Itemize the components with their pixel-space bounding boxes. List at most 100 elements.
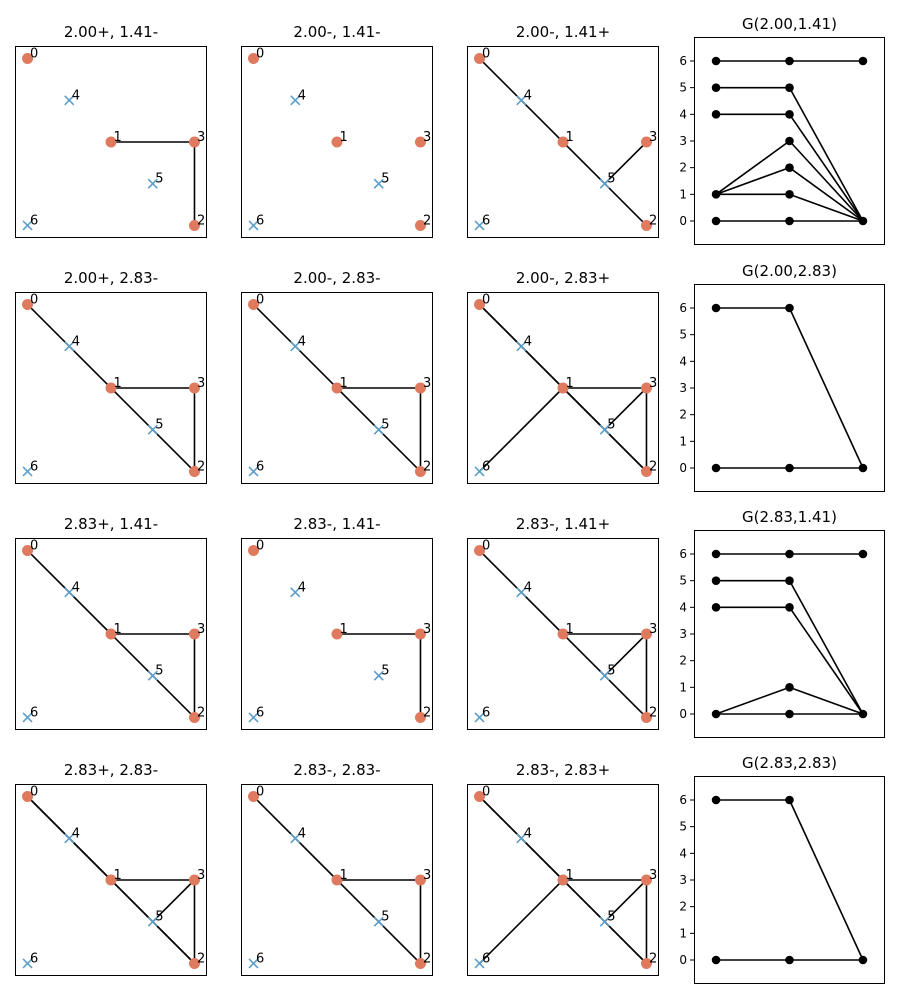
blue-cross-point (22, 712, 33, 723)
map-point (785, 683, 794, 692)
map-point (711, 955, 721, 965)
cross-stroke (290, 833, 301, 844)
point-label: 5 (607, 172, 615, 187)
graph-edge (152, 879, 196, 923)
cross-stroke (22, 466, 33, 477)
y-tick-label: 6 (679, 793, 687, 807)
y-tick-label: 0 (679, 461, 687, 475)
graph-panel: 2.83-, 2.83- 0 1 2 3 4 5 6 (241, 761, 433, 976)
point-label: 6 (30, 213, 38, 228)
y-tick-label: 5 (679, 574, 687, 588)
y-tick-label: 1 (679, 434, 687, 448)
red-point (188, 219, 200, 231)
cross-stroke (474, 220, 485, 231)
graph-panel: 2.00+, 1.41- 0 1 2 3 4 5 6 (15, 23, 207, 238)
blue-cross-point (290, 833, 301, 844)
cross-stroke (64, 587, 75, 598)
point-label: 6 (30, 705, 38, 720)
point-label: 5 (155, 172, 163, 187)
point-label: 1 (340, 868, 348, 883)
cross-stroke (147, 916, 158, 927)
blue-cross-point (599, 670, 610, 681)
map-point (785, 549, 794, 559)
point-label: 1 (114, 130, 122, 145)
panel-title: 2.00-, 2.83- (293, 269, 380, 287)
point-label: 3 (423, 868, 431, 883)
blue-cross-point (147, 424, 158, 435)
map-segment (789, 193, 864, 222)
cross-stroke (373, 424, 384, 435)
graph-edge (478, 303, 522, 347)
panel-frame (15, 538, 207, 730)
map-title: G(2.00,2.83) (742, 262, 837, 280)
panel-frame (241, 292, 433, 484)
map-point (785, 795, 794, 805)
red-point (557, 628, 569, 640)
panel-title: 2.83+, 1.41- (64, 515, 158, 533)
red-point (105, 136, 117, 148)
point-label: 6 (482, 459, 490, 474)
y-tick-label: 3 (679, 873, 687, 887)
point-label: 3 (649, 868, 657, 883)
blue-cross-point (64, 341, 75, 352)
graph-edge (604, 633, 648, 677)
point-label: 3 (197, 622, 205, 637)
cross-stroke (599, 178, 610, 189)
red-point (414, 874, 426, 886)
red-point (188, 957, 200, 969)
cross-stroke (147, 424, 158, 435)
blue-cross-point (474, 220, 485, 231)
panel-frame (241, 46, 433, 238)
map-panel: G(2.83,1.41) 0 1 2 3 4 5 6 (679, 508, 885, 738)
map-point (711, 303, 721, 313)
point-label: 3 (649, 376, 657, 391)
red-point (248, 53, 260, 65)
red-point (640, 957, 652, 969)
graph-edge (478, 57, 522, 101)
graph-panel: 2.00-, 1.41+ 0 1 2 3 4 5 6 (467, 23, 659, 238)
panel-title: 2.00+, 1.41- (64, 23, 158, 41)
point-label: 2 (197, 705, 205, 720)
blue-cross-point (22, 220, 33, 231)
map-panel: G(2.83,2.83) 0 1 2 3 4 5 6 (679, 754, 885, 984)
graph-panel: 2.83-, 1.41- 0 1 2 3 4 5 6 (241, 515, 433, 730)
point-label: 6 (30, 459, 38, 474)
y-tick-label: 1 (679, 680, 687, 694)
point-label: 6 (256, 459, 264, 474)
map-point (785, 955, 794, 965)
point-label: 6 (482, 213, 490, 228)
point-label: 2 (197, 951, 205, 966)
point-label: 2 (423, 459, 431, 474)
graph-panel: 2.83+, 2.83- 0 1 2 3 4 5 6 (15, 761, 207, 976)
point-label: 4 (524, 88, 532, 103)
cross-stroke (516, 95, 527, 106)
point-label: 1 (566, 130, 574, 145)
point-label: 1 (340, 622, 348, 637)
red-point (414, 382, 426, 394)
point-label: 5 (381, 664, 389, 679)
red-point (248, 545, 260, 557)
point-label: 3 (423, 622, 431, 637)
y-tick-label: 0 (679, 214, 687, 228)
blue-cross-point (516, 587, 527, 598)
point-label: 1 (566, 868, 574, 883)
point-label: 2 (649, 459, 657, 474)
red-point (188, 136, 200, 148)
red-point (331, 382, 343, 394)
map-point (858, 955, 868, 965)
map-point (785, 603, 794, 612)
panel-frame (467, 292, 659, 484)
map-segment (788, 113, 864, 222)
point-label: 1 (340, 376, 348, 391)
map-point (711, 83, 721, 92)
point-label: 2 (423, 705, 431, 720)
graph-edge (68, 837, 112, 881)
point-label: 3 (197, 130, 205, 145)
red-point (474, 299, 486, 311)
cross-stroke (22, 220, 33, 231)
map-point (711, 603, 721, 612)
blue-cross-point (516, 95, 527, 106)
y-tick-label: 4 (679, 846, 687, 860)
map-point (785, 576, 794, 585)
point-label: 0 (30, 47, 38, 62)
